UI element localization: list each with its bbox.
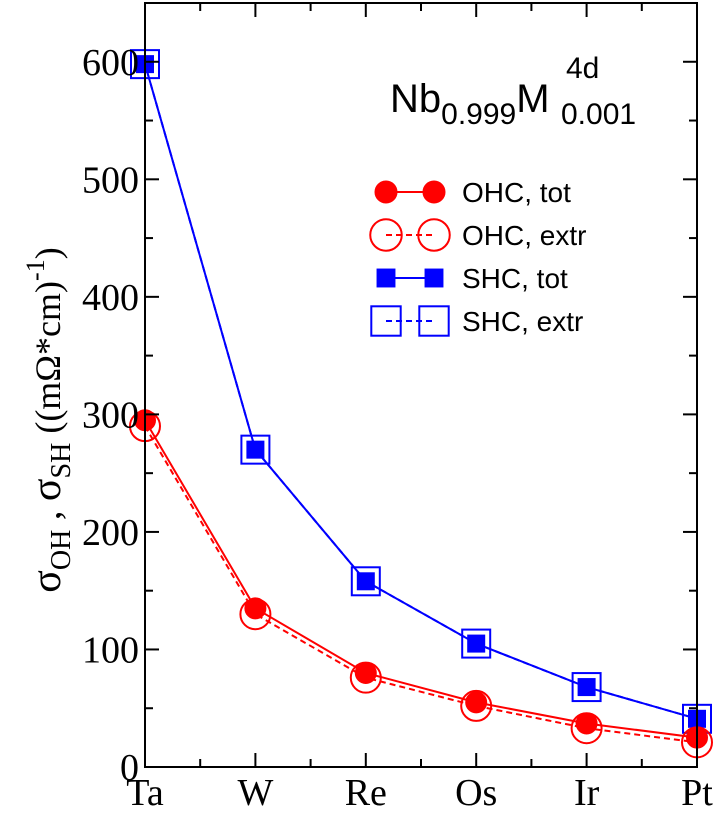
legend-label: OHC, tot — [462, 177, 571, 208]
y-tick-label: 200 — [82, 512, 139, 554]
legend-label: SHC, extr — [462, 306, 583, 337]
legend-marker — [369, 218, 403, 252]
y-tick-label: 400 — [82, 277, 139, 319]
legend-marker — [422, 180, 446, 204]
series-0 — [134, 409, 708, 749]
x-tick-label: Ir — [574, 772, 600, 814]
x-tick-label: Re — [345, 772, 387, 814]
y-axis-units: ((mΩ*cm) — [28, 281, 68, 443]
legend-label: SHC, tot — [462, 263, 568, 294]
data-point — [467, 634, 486, 653]
y-tick-label: 600 — [82, 42, 139, 84]
x-tick-label: Pt — [681, 772, 713, 814]
x-tick-label: Os — [455, 772, 497, 814]
legend-marker — [418, 305, 450, 337]
data-point — [575, 712, 598, 735]
y-axis-sub-sh: SH — [46, 443, 77, 479]
series-line — [144, 63, 698, 720]
legend-item: OHC, extr — [369, 218, 586, 252]
data-point — [240, 434, 271, 465]
legend-marker — [417, 218, 451, 252]
legend-marker — [374, 180, 398, 204]
series-line — [144, 425, 698, 744]
data-point — [244, 597, 267, 620]
x-tick-label: Ta — [126, 772, 164, 814]
y-axis-comma: , — [27, 501, 69, 530]
legend-item: SHC, tot — [376, 263, 568, 294]
data-point — [354, 661, 377, 684]
legend-marker — [424, 268, 444, 288]
y-axis-sub-oh: OH — [46, 530, 77, 570]
data-point — [577, 678, 596, 697]
y-tick-label: 100 — [82, 629, 139, 671]
y-tick-label: 0 — [120, 747, 139, 789]
y-axis-exponent: -1 — [21, 259, 50, 281]
y-tick-label: 300 — [82, 394, 139, 436]
y-axis-close-paren: ) — [28, 247, 68, 259]
axis-layer: 0 100 200 300 400 500 600 Ta W Re Os Ir Pt — [82, 2, 713, 814]
data-point — [571, 672, 602, 703]
legend-item: SHC, extr — [370, 305, 583, 337]
y-tick-label: 500 — [82, 159, 139, 201]
y-axis-title: σOH , σSH ((mΩ*cm)-1) — [21, 247, 77, 592]
formula-sup-4d: 4d — [566, 52, 599, 85]
x-tick-label: W — [237, 772, 273, 814]
formula-sub-0999: 0.999 — [441, 98, 516, 131]
y-axis-sigma-2: σ — [24, 478, 70, 501]
formula-base-nb: Nb — [390, 77, 441, 121]
formula-base-m: M — [516, 77, 549, 121]
series-line — [144, 419, 698, 739]
data-point — [461, 628, 492, 659]
legend-label: OHC, extr — [462, 220, 586, 251]
legend: OHC, tot OHC, extr SHC, tot SHC, extr — [369, 177, 586, 337]
formula-sub-0001: 0.001 — [561, 98, 636, 131]
legend-marker — [370, 305, 402, 337]
y-axis-sigma-1: σ — [24, 570, 70, 593]
data-point — [465, 691, 488, 714]
data-point — [350, 566, 381, 597]
legend-item: OHC, tot — [374, 177, 571, 208]
formula-annotation: Nb0.999M — [390, 77, 550, 131]
legend-marker — [376, 268, 396, 288]
